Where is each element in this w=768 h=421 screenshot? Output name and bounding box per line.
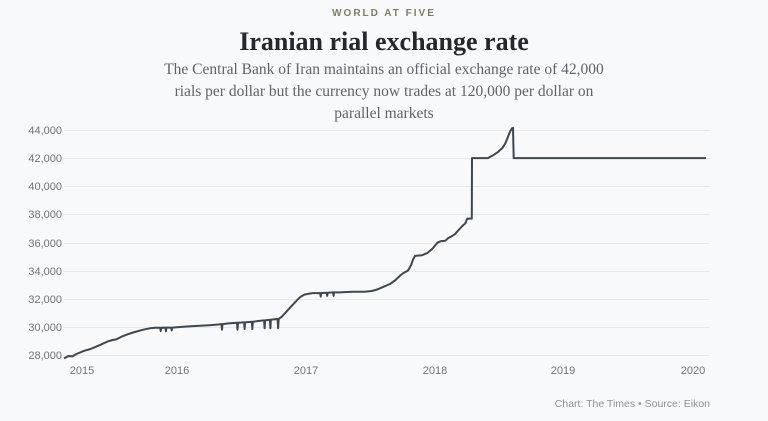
y-tick-label: 36,000 — [28, 238, 62, 250]
x-tick-label: 2020 — [681, 365, 705, 377]
chart-credit: Chart: The Times • Source: Eikon — [554, 398, 710, 410]
x-tick-label: 2019 — [551, 365, 575, 377]
y-tick-label: 44,000 — [28, 125, 62, 137]
x-tick-label: 2015 — [70, 365, 94, 377]
y-tick-label: 32,000 — [28, 294, 62, 306]
y-tick-label: 34,000 — [28, 266, 62, 278]
x-tick-label: 2017 — [294, 365, 318, 377]
y-tick-label: 40,000 — [28, 181, 62, 193]
chart-subtitle: The Central Bank of Iran maintains an of… — [164, 61, 604, 122]
page-title: Iranian rial exchange rate — [239, 27, 529, 56]
y-tick-label: 30,000 — [28, 322, 62, 334]
x-tick-label: 2018 — [423, 365, 447, 377]
y-tick-label: 28,000 — [28, 350, 62, 362]
y-tick-label: 42,000 — [28, 153, 62, 165]
x-tick-label: 2016 — [165, 365, 189, 377]
y-tick-label: 38,000 — [28, 209, 62, 221]
section-eyebrow: WORLD AT FIVE — [332, 8, 436, 19]
chart-line — [63, 126, 706, 360]
